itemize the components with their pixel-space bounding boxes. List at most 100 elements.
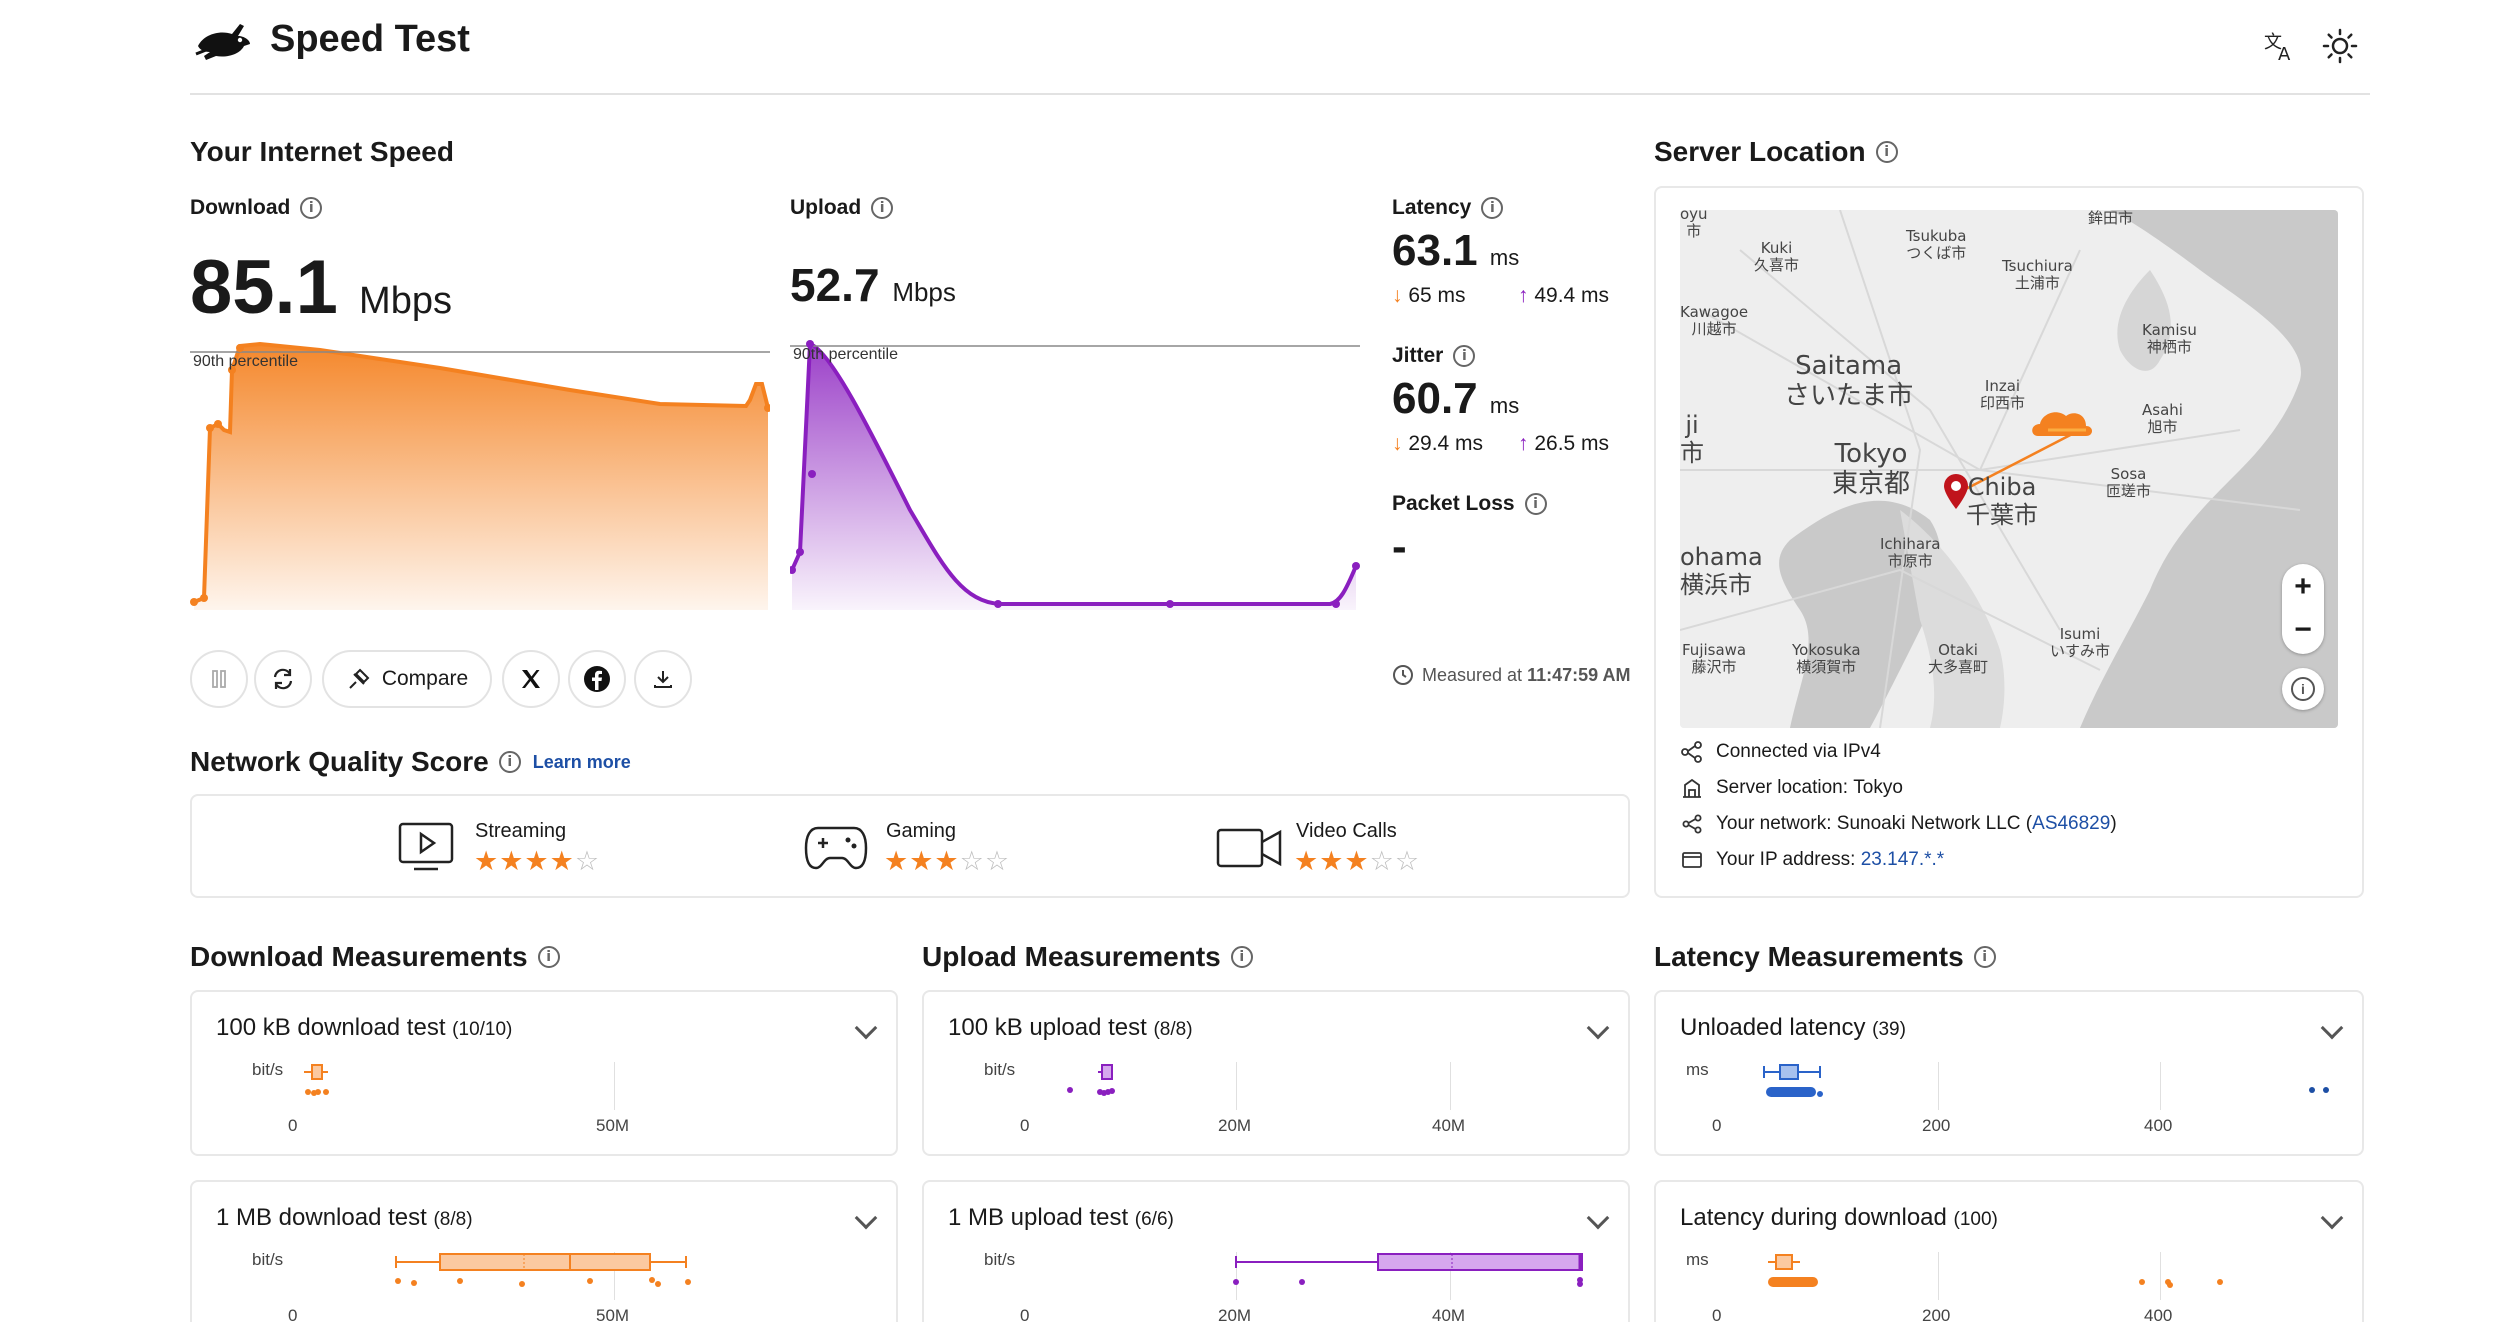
upload-1mb-card[interactable]: 1 MB upload test (6/6) bit/s 0 20M 40M: [922, 1180, 1630, 1322]
latency-during-download-boxplot: [1768, 1254, 2223, 1288]
upload-100kb-boxplot: [1067, 1064, 1115, 1096]
download-speed-graph: [190, 341, 770, 610]
pause-icon: [212, 670, 226, 688]
latency-measurements-title: Latency Measurements i: [1654, 941, 1996, 973]
map-label-tokyo: Tokyo 東京都: [1832, 439, 1911, 499]
unloaded-latency-boxplot: [1763, 1064, 2329, 1097]
clock-icon: [1393, 665, 1413, 685]
map-attribution-button[interactable]: i: [2282, 668, 2324, 710]
download-100kb-card[interactable]: 100 kB download test (10/10) bit/s 0 50M: [190, 990, 898, 1156]
rabbit-logo-icon: [195, 24, 250, 60]
translate-icon[interactable]: 文 A: [2260, 26, 2300, 66]
latency-up-value: ↑ 49.4 ms: [1518, 284, 1610, 307]
chevron-down-icon[interactable]: [854, 1206, 878, 1230]
pause-button[interactable]: [190, 650, 248, 708]
map-label-tsukuba: Tsukuba つくば市: [1906, 227, 1967, 263]
share-network-icon: [1682, 814, 1702, 834]
upload-label: Upload i: [790, 196, 894, 220]
download-100kb-boxplot: [304, 1064, 329, 1096]
unloaded-latency-card[interactable]: Unloaded latency (39) ms 0 200 400: [1654, 990, 2364, 1156]
gaming-rating-stars: ★★★☆☆: [884, 846, 1011, 877]
zoom-in-button[interactable]: +: [2294, 570, 2312, 603]
gridline: [2160, 1252, 2161, 1300]
tick-label: 0: [1020, 1306, 1030, 1322]
cloudflare-server-icon: [2032, 412, 2092, 436]
download-value: 85.1 Mbps: [190, 245, 452, 330]
gridline: [614, 1252, 615, 1300]
map-label-otaki: Otaki 大多喜町: [1928, 641, 1989, 677]
gamepad-icon: [804, 826, 868, 870]
map-label-chiba: Chiba 千葉市: [1966, 473, 2038, 529]
unit-label: ms: [1686, 1060, 1709, 1079]
tick-label: 40M: [1432, 1306, 1466, 1322]
app-header: Speed Test 文 A: [190, 0, 2370, 95]
download-percentile-label: 90th percentile: [193, 353, 298, 370]
upload-100kb-card[interactable]: 100 kB upload test (8/8) bit/s 0 20M 40M: [922, 990, 1630, 1156]
packet-loss-info-icon[interactable]: i: [1524, 493, 1547, 515]
gridline: [1938, 1252, 1939, 1300]
compare-button[interactable]: Compare: [322, 650, 492, 708]
ip-address-row: Your IP address: 23.147.*.*: [1680, 848, 1944, 872]
share-x-button[interactable]: [502, 650, 560, 708]
building-icon: [1683, 778, 1701, 798]
jitter-label: Jitter i: [1392, 344, 1476, 368]
x-logo-icon: [522, 670, 540, 688]
tick-label: 20M: [1218, 1306, 1252, 1322]
chevron-down-icon[interactable]: [1586, 1206, 1610, 1230]
download-results-button[interactable]: [634, 650, 692, 708]
server-map[interactable]: oyu 市 Kuki 久喜市 Tsukuba つくば市 鉾田市 Tsuchiura 土浦…: [1680, 210, 2338, 728]
network-quality-card: Streaming ★★★★☆ Gaming ★★★☆☆ Video Calls…: [190, 794, 1630, 898]
gridline: [614, 1062, 615, 1110]
jitter-info-icon[interactable]: i: [1453, 345, 1476, 367]
browser-window-icon: [1682, 852, 1702, 868]
gaming-label: Gaming: [886, 820, 957, 842]
latency-value: 63.1 ms: [1392, 226, 1520, 275]
gridline: [1450, 1252, 1451, 1300]
unit-label: bit/s: [984, 1250, 1016, 1269]
tick-label: 0: [288, 1116, 298, 1135]
network-quality-info-icon[interactable]: i: [498, 751, 521, 773]
chevron-down-icon[interactable]: [2320, 1016, 2344, 1040]
map-label-edge-left: ji 市: [1680, 411, 1704, 467]
server-location-info-icon[interactable]: i: [1875, 141, 1898, 163]
latency-during-download-card[interactable]: Latency during download (100) ms 0 200 4…: [1654, 1180, 2364, 1322]
gridline: [1450, 1062, 1451, 1110]
theme-toggle-sun-icon[interactable]: [2320, 26, 2360, 66]
tick-label: 40M: [1432, 1116, 1466, 1135]
facebook-icon: [584, 666, 610, 692]
svg-text:A: A: [2278, 44, 2291, 65]
gridline: [2160, 1062, 2161, 1110]
map-label-saitama: Saitama さいたま市: [1784, 351, 1914, 411]
retest-button[interactable]: [254, 650, 312, 708]
tick-label: 200: [1922, 1306, 1951, 1322]
latency-info-icon[interactable]: i: [1481, 197, 1504, 219]
video-camera-icon: [1216, 828, 1282, 868]
map-label-inzai: Inzai 印西市: [1980, 377, 2026, 413]
learn-more-link[interactable]: Learn more: [532, 751, 631, 772]
internet-speed-title: Your Internet Speed: [190, 136, 454, 167]
chevron-down-icon[interactable]: [2320, 1206, 2344, 1230]
jitter-down-value: ↓ 29.4 ms: [1392, 432, 1484, 455]
download-info-icon[interactable]: i: [300, 197, 323, 219]
upload-info-icon[interactable]: i: [871, 197, 894, 219]
streaming-label: Streaming: [475, 820, 567, 842]
zoom-out-button[interactable]: −: [2294, 613, 2312, 646]
asn-link[interactable]: AS46829: [2032, 813, 2111, 834]
upload-percentile-label: 90th percentile: [793, 346, 898, 363]
share-facebook-button[interactable]: [568, 650, 626, 708]
upload-measurements-info-icon[interactable]: i: [1230, 946, 1253, 968]
jitter-up-value: ↑ 26.5 ms: [1518, 432, 1610, 455]
streaming-icon: [398, 822, 454, 871]
download-measurements-info-icon[interactable]: i: [537, 946, 560, 968]
download-icon: [654, 671, 672, 688]
chevron-down-icon[interactable]: [1586, 1016, 1610, 1040]
tick-label: 400: [2144, 1116, 2173, 1135]
map-label-kuki: Kuki 久喜市: [1754, 239, 1800, 275]
latency-measurements-info-icon[interactable]: i: [1973, 946, 1996, 968]
chevron-down-icon[interactable]: [854, 1016, 878, 1040]
download-label: Download i: [190, 196, 323, 220]
download-1mb-card[interactable]: 1 MB download test (8/8) bit/s 0 50M: [190, 1180, 898, 1322]
tick-label: 20M: [1218, 1116, 1252, 1135]
tick-label: 200: [1922, 1116, 1951, 1135]
packet-loss-value: -: [1392, 522, 1407, 571]
